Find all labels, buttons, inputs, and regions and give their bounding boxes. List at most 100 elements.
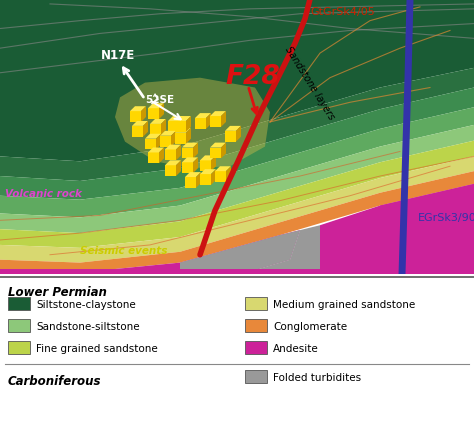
Polygon shape <box>148 153 159 164</box>
Polygon shape <box>240 226 320 275</box>
Polygon shape <box>165 166 176 177</box>
Polygon shape <box>186 117 191 132</box>
Bar <box>245 370 267 383</box>
Polygon shape <box>150 125 161 135</box>
Polygon shape <box>0 270 474 275</box>
Bar <box>245 341 267 354</box>
Polygon shape <box>168 117 184 122</box>
Polygon shape <box>165 150 176 161</box>
Text: GtGrSk4/05: GtGrSk4/05 <box>310 7 375 17</box>
Polygon shape <box>175 129 191 133</box>
Polygon shape <box>200 170 216 175</box>
Polygon shape <box>0 230 300 275</box>
Polygon shape <box>175 133 186 144</box>
Text: Conglomerate: Conglomerate <box>273 321 347 331</box>
Polygon shape <box>0 69 474 181</box>
Polygon shape <box>145 139 156 150</box>
Polygon shape <box>182 158 198 163</box>
Text: Andesite: Andesite <box>273 343 319 353</box>
Polygon shape <box>0 172 474 273</box>
Polygon shape <box>225 127 241 132</box>
Polygon shape <box>130 107 146 112</box>
Polygon shape <box>156 135 161 150</box>
Polygon shape <box>195 114 211 119</box>
Polygon shape <box>185 173 201 178</box>
Polygon shape <box>115 78 270 169</box>
Text: F28: F28 <box>225 63 280 89</box>
Polygon shape <box>225 132 236 142</box>
Polygon shape <box>0 108 474 218</box>
Polygon shape <box>200 156 216 161</box>
Polygon shape <box>141 107 146 123</box>
Polygon shape <box>132 127 143 137</box>
Bar <box>8 319 30 332</box>
Text: N17E: N17E <box>101 49 135 62</box>
Polygon shape <box>182 148 193 159</box>
Text: EGrSk3/90: EGrSk3/90 <box>418 213 474 223</box>
Polygon shape <box>132 122 148 127</box>
Polygon shape <box>186 129 191 144</box>
Polygon shape <box>145 135 161 139</box>
Bar <box>245 297 267 310</box>
Polygon shape <box>159 148 164 164</box>
Polygon shape <box>210 143 226 148</box>
Polygon shape <box>130 112 141 123</box>
Polygon shape <box>179 117 184 132</box>
Polygon shape <box>0 141 474 248</box>
Polygon shape <box>210 117 221 127</box>
Polygon shape <box>210 148 221 159</box>
Polygon shape <box>182 143 198 148</box>
Polygon shape <box>221 143 226 159</box>
Text: Sandstone layers: Sandstone layers <box>283 45 337 122</box>
Polygon shape <box>380 184 474 275</box>
Text: Seismic events: Seismic events <box>80 245 167 255</box>
Polygon shape <box>148 109 159 120</box>
Text: 52SE: 52SE <box>145 95 174 105</box>
Polygon shape <box>175 117 191 122</box>
Polygon shape <box>0 126 474 233</box>
Polygon shape <box>320 184 474 275</box>
Polygon shape <box>206 114 211 130</box>
Text: Sandstone-siltstone: Sandstone-siltstone <box>36 321 140 331</box>
Polygon shape <box>165 161 181 166</box>
Polygon shape <box>221 112 226 127</box>
Bar <box>245 319 267 332</box>
Polygon shape <box>0 88 474 200</box>
Text: Medium grained sandstone: Medium grained sandstone <box>273 299 415 309</box>
Polygon shape <box>196 173 201 188</box>
Polygon shape <box>168 122 179 132</box>
Polygon shape <box>176 145 181 161</box>
Polygon shape <box>226 167 231 182</box>
Text: Carboniferous: Carboniferous <box>8 374 101 387</box>
Polygon shape <box>175 122 186 132</box>
Bar <box>8 297 30 310</box>
Polygon shape <box>193 158 198 174</box>
Polygon shape <box>160 132 176 136</box>
Polygon shape <box>200 175 211 185</box>
Polygon shape <box>193 143 198 159</box>
Polygon shape <box>171 132 176 147</box>
Polygon shape <box>159 104 164 120</box>
Polygon shape <box>150 120 166 125</box>
Polygon shape <box>160 136 171 147</box>
Polygon shape <box>148 148 164 153</box>
Polygon shape <box>0 157 474 263</box>
Polygon shape <box>185 178 196 188</box>
Text: Fine grained sandstone: Fine grained sandstone <box>36 343 158 353</box>
Polygon shape <box>195 119 206 130</box>
Bar <box>8 341 30 354</box>
Polygon shape <box>210 112 226 117</box>
Polygon shape <box>161 120 166 135</box>
Polygon shape <box>0 0 474 162</box>
Polygon shape <box>182 163 193 174</box>
Text: Siltstone-claystone: Siltstone-claystone <box>36 299 136 309</box>
Text: Volcanic rock: Volcanic rock <box>5 188 82 198</box>
Text: Lower Permian: Lower Permian <box>8 286 107 299</box>
Polygon shape <box>180 230 300 275</box>
Polygon shape <box>176 161 181 177</box>
Text: Folded turbidites: Folded turbidites <box>273 372 361 382</box>
Polygon shape <box>211 156 216 172</box>
Polygon shape <box>148 104 164 109</box>
Polygon shape <box>211 170 216 185</box>
Polygon shape <box>200 161 211 172</box>
